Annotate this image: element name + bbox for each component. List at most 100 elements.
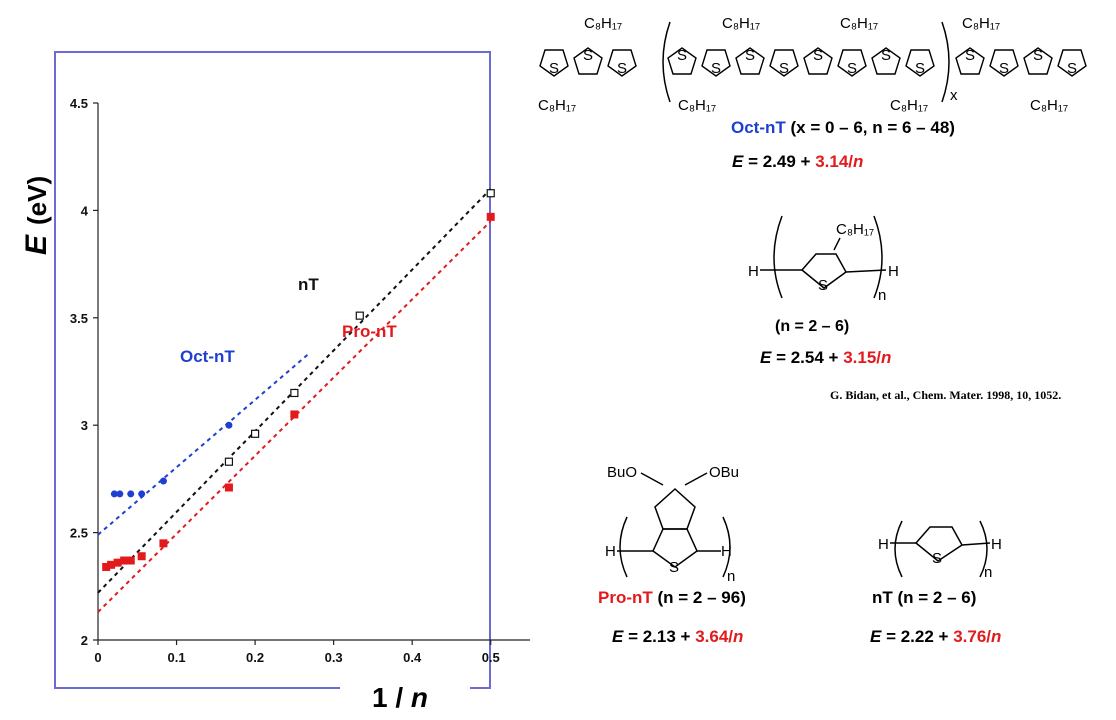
pro-nt-name: Pro-nT xyxy=(598,588,653,607)
point-pro-nt xyxy=(137,552,146,561)
point-pro-nt xyxy=(120,556,129,565)
y-ticks: 2 2.5 3 3.5 4 4.5 xyxy=(70,96,98,648)
ring-sulfur: S xyxy=(999,60,1009,77)
point-pro-nt xyxy=(113,558,122,567)
x-tick-label: 0.5 xyxy=(482,650,500,665)
oct-sub-2: C₈H₁₇ xyxy=(538,97,576,114)
ring-sulfur: S xyxy=(583,47,593,64)
octylthiophene-structure: C₈H₁₇ S H H n xyxy=(748,200,918,305)
repeat-subscript: x xyxy=(950,87,958,104)
x-tick-label: 0.3 xyxy=(325,650,343,665)
mono-h-right: H xyxy=(888,263,899,280)
nt-caption: nT (n = 2 – 6) xyxy=(872,588,976,608)
pro-n: n xyxy=(727,568,735,585)
mono-range: (n = 2 – 6) xyxy=(775,318,850,335)
band-gap-chart: 2 2.5 3 3.5 4 4.5 0 0.1 0.2 0.3 0.4 0.5 E(eV) 1 / … xyxy=(20,51,530,713)
fit-line-oct-nt xyxy=(97,351,311,536)
eq-e: E xyxy=(870,627,882,646)
bracket-left xyxy=(662,21,671,103)
oct-nt-equation: E = 2.49 + 3.14/n xyxy=(732,152,863,172)
nt-structure: S H H n xyxy=(878,515,1018,585)
ring-sulfur: S xyxy=(549,60,559,77)
pro-h-right: H xyxy=(721,543,732,560)
oct-sub-7: C₈H₁₇ xyxy=(962,15,1000,32)
oct-sub-1: C₈H₁₇ xyxy=(584,15,622,32)
y-tick-label: 2 xyxy=(81,633,88,648)
y-tick-label: 2.5 xyxy=(70,526,88,541)
ring-sulfur: S xyxy=(677,47,687,64)
point-nt xyxy=(290,388,299,398)
eq-e: E xyxy=(612,627,624,646)
thiophene-ring xyxy=(735,47,765,75)
pro-obu: OBu xyxy=(709,464,739,481)
point-oct-nt xyxy=(116,490,124,498)
ring-sulfur: S xyxy=(745,47,755,64)
oct-sub-5: C₈H₁₇ xyxy=(840,15,878,32)
nt-range: (n = 2 – 6) xyxy=(892,588,977,607)
oct-sub-4: C₈H₁₇ xyxy=(678,97,716,114)
y-axis-title: E(eV) xyxy=(20,176,53,255)
bracket-right xyxy=(941,21,950,103)
eq-slope: 3.76 xyxy=(953,627,987,646)
point-nt xyxy=(250,429,260,438)
eq-intercept: = 2.22 + xyxy=(881,627,954,646)
series-label-pro-nt: Pro-nT xyxy=(342,322,397,341)
pro-nt-range: (n = 2 – 96) xyxy=(652,588,746,607)
nt-n: n xyxy=(984,564,992,581)
eq-slash: / xyxy=(876,348,882,367)
point-nt xyxy=(355,311,364,320)
pro-buo: BuO xyxy=(607,464,637,481)
pro-nt-equation: E = 2.13 + 3.64/n xyxy=(612,627,743,647)
point-pro-nt xyxy=(290,410,299,419)
mono-sub: C₈H₁₇ xyxy=(836,221,874,238)
eq-e: E xyxy=(732,152,744,171)
nt-name: nT xyxy=(872,588,893,607)
oct-nt-structure: S S S S S S S S S S S S S S S x C₈H₁₇ C₈H₁₇ C₈H₁₇ C₈H₁… xyxy=(530,8,1110,118)
thiophene-ring xyxy=(607,49,637,77)
oct-sub-8: C₈H₁₇ xyxy=(1030,97,1068,114)
thiophene-ring xyxy=(989,49,1019,77)
oct-nt-range: (x = 0 – 6, n = 6 – 48) xyxy=(785,118,955,137)
eq-intercept: = 2.13 + xyxy=(623,627,696,646)
eq-slope: 3.15 xyxy=(843,348,877,367)
thiophene-ring xyxy=(955,47,985,75)
ring-sulfur: S xyxy=(965,47,975,64)
point-oct-nt xyxy=(110,490,118,498)
data-points xyxy=(102,189,495,571)
ring-sulfur: S xyxy=(617,60,627,77)
ring-sulfur: S xyxy=(711,60,721,77)
ring-sulfur: S xyxy=(915,60,925,77)
point-pro-nt xyxy=(126,556,135,565)
oct-nt-name: Oct-nT xyxy=(731,118,786,137)
x-tick-label: 0.1 xyxy=(168,650,186,665)
oct-sub-3: C₈H₁₇ xyxy=(722,15,760,32)
x-tick-label: 0.2 xyxy=(246,650,264,665)
y-tick-label: 3.5 xyxy=(70,311,88,326)
pro-h-left: H xyxy=(605,543,616,560)
nt-h-right: H xyxy=(991,536,1002,553)
ring-sulfur: S xyxy=(813,47,823,64)
eq-intercept: = 2.49 + xyxy=(743,152,816,171)
point-pro-nt xyxy=(107,560,116,569)
point-oct-nt xyxy=(138,490,146,498)
series-label-oct-nt: Oct-nT xyxy=(180,347,235,366)
ring-sulfur: S xyxy=(847,60,857,77)
y-tick-label: 3 xyxy=(81,418,88,433)
y-tick-label: 4 xyxy=(81,203,89,218)
reference: G. Bidan, et al., Chem. Mater. 1998, 10,… xyxy=(830,388,1062,402)
point-oct-nt xyxy=(225,421,233,429)
eq-slash: / xyxy=(986,627,992,646)
series-label-nt: nT xyxy=(298,275,319,294)
x-axis-title: 1 / n xyxy=(372,682,428,713)
eq-n: n xyxy=(881,348,892,367)
eq-n: n xyxy=(991,627,1002,646)
eq-slope: 3.14 xyxy=(815,152,849,171)
thiophene-ring xyxy=(769,49,799,77)
thiophene-ring xyxy=(701,49,731,77)
point-oct-nt xyxy=(127,490,135,498)
thiophene-ring xyxy=(837,49,867,77)
eq-n: n xyxy=(733,627,744,646)
pro-nt-caption: Pro-nT (n = 2 – 96) xyxy=(598,588,746,608)
ring-sulfur: S xyxy=(1067,60,1077,77)
